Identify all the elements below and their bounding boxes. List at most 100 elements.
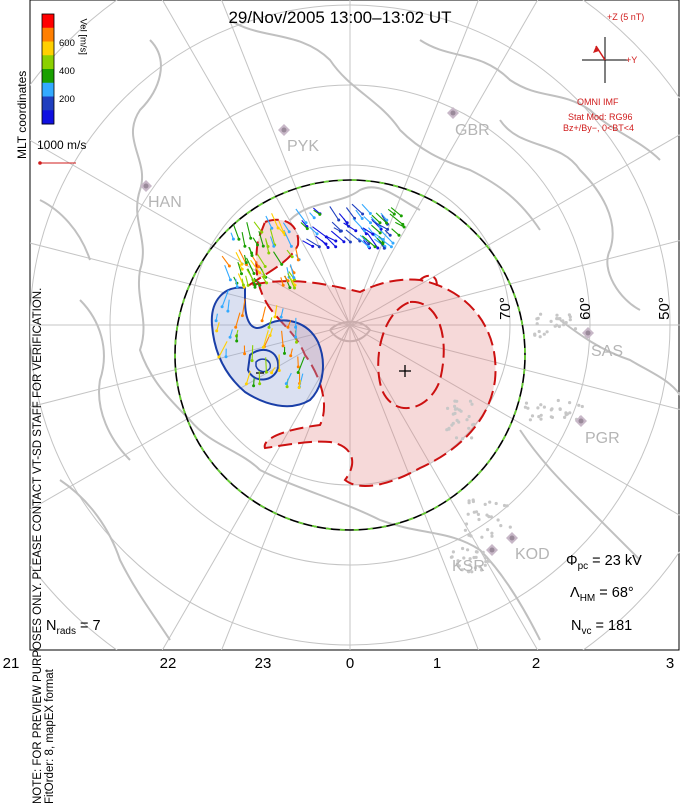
velocity-vector-origin xyxy=(236,285,239,288)
velocity-vector-origin xyxy=(294,336,297,339)
velocity-vector-origin xyxy=(265,371,268,374)
vector-scale xyxy=(38,161,76,165)
velocity-vector-origin xyxy=(258,284,261,287)
velocity-vector-origin xyxy=(305,221,308,224)
stat-nvc: Nvc = 181 xyxy=(571,618,632,637)
velocity-vector xyxy=(254,222,262,232)
footprint-dot xyxy=(550,320,553,323)
radar-site-center xyxy=(144,184,149,189)
footprint-dot xyxy=(486,528,489,531)
velocity-vector-origin xyxy=(215,319,218,322)
footprint-dot xyxy=(472,498,475,501)
footprint-dot xyxy=(563,416,566,419)
velocity-vector xyxy=(353,218,365,230)
velocity-vector-origin xyxy=(376,247,379,250)
velocity-vector-origin xyxy=(277,227,280,230)
imf-source: OMNI IMF xyxy=(577,97,619,108)
latitude-label-70: 70° xyxy=(497,297,514,320)
footprint-dot xyxy=(529,418,532,421)
footprint-dot xyxy=(490,535,493,538)
velocity-vector-origin xyxy=(282,344,285,347)
footprint-dot xyxy=(490,532,493,535)
footprint-dot xyxy=(538,330,541,333)
velocity-vector-origin xyxy=(297,258,300,261)
stat-lambda-symbol: Λ xyxy=(570,585,580,601)
velocity-vector-origin xyxy=(349,241,352,244)
velocity-vector-origin xyxy=(311,245,314,248)
mlt-tick-23: 23 xyxy=(255,655,272,672)
velocity-vector xyxy=(247,222,251,238)
stat-nrads: Nrads = 7 xyxy=(46,618,101,637)
velocity-vector-origin xyxy=(289,354,292,357)
velocity-vector-origin xyxy=(346,221,349,224)
velocity-vector-origin xyxy=(381,242,384,245)
velocity-vector-origin xyxy=(374,245,377,248)
velocity-vector xyxy=(266,357,267,372)
velocity-vector-origin xyxy=(240,272,243,275)
velocity-vector-origin xyxy=(251,359,254,362)
footprint-dot xyxy=(464,529,467,532)
footprint-dot xyxy=(452,422,455,425)
velocity-vector-origin xyxy=(267,252,270,255)
footprint-dot xyxy=(524,406,527,409)
radar-site-center xyxy=(451,111,456,116)
footprint-dot xyxy=(447,427,450,430)
velocity-vector-origin xyxy=(361,213,364,216)
footprint-dot xyxy=(477,518,480,521)
velocity-vector-origin xyxy=(226,310,229,313)
velocity-vector-origin xyxy=(280,316,283,319)
footprint-dot xyxy=(550,407,553,410)
radar-site-center xyxy=(586,331,591,336)
mlt-tick-0: 0 xyxy=(346,655,354,672)
radar-site-center xyxy=(282,128,287,133)
footprint-dot xyxy=(558,325,561,328)
velocity-vector-origin xyxy=(258,271,261,274)
stat-lambda-value: = 68° xyxy=(599,585,633,601)
velocity-vector-origin xyxy=(261,319,264,322)
radar-label-gbr: GBR xyxy=(455,122,490,140)
velocity-vector-origin xyxy=(268,326,271,329)
velocity-vector-origin xyxy=(361,217,364,220)
radar-label-han: HAN xyxy=(148,194,182,212)
velocity-vector-origin xyxy=(297,371,300,374)
velocity-vector-origin xyxy=(288,286,291,289)
footprint-dot xyxy=(468,501,471,504)
velocity-vector-origin xyxy=(217,356,220,359)
velocity-vector-origin xyxy=(337,219,340,222)
footprint-dot xyxy=(539,313,542,316)
radar-label-sas: SAS xyxy=(591,343,623,361)
footprint-dot xyxy=(509,526,512,529)
footprint-dot xyxy=(531,414,534,417)
velocity-vector-origin xyxy=(365,232,368,235)
footprint-dot xyxy=(469,534,472,537)
velocity-vector-origin xyxy=(254,286,257,289)
footprint-dot xyxy=(574,327,577,330)
velocity-vector-origin xyxy=(228,265,231,268)
velocity-vector-origin xyxy=(298,386,301,389)
velocity-vector-origin xyxy=(241,268,244,271)
radar-label-pyk: PYK xyxy=(287,138,319,156)
velocity-colorbar xyxy=(42,14,54,125)
velocity-vector-origin xyxy=(242,284,245,287)
velocity-vector-origin xyxy=(383,247,386,250)
footprint-dot xyxy=(472,423,475,426)
velocity-vector-origin xyxy=(339,230,342,233)
colorbar-segment xyxy=(42,97,54,111)
velocity-vector-origin xyxy=(282,231,285,234)
velocity-vector-origin xyxy=(247,284,250,287)
radar-label-ksr: KSR xyxy=(452,558,485,576)
velocity-vector-origin xyxy=(283,352,286,355)
velocity-vector-origin xyxy=(385,222,388,225)
footprint-dot xyxy=(467,513,470,516)
velocity-vector-origin xyxy=(282,284,285,287)
velocity-vector-origin xyxy=(235,340,238,343)
footprint-dot xyxy=(537,415,540,418)
velocity-vector-origin xyxy=(342,240,345,243)
velocity-vector-origin xyxy=(288,230,291,233)
footprint-dot xyxy=(461,437,464,440)
velocity-vector xyxy=(362,204,370,213)
footprint-dot xyxy=(476,550,479,553)
velocity-vector xyxy=(242,232,245,246)
velocity-vector-origin xyxy=(215,329,218,332)
coordinates-label: MLT coordinates xyxy=(15,59,29,159)
